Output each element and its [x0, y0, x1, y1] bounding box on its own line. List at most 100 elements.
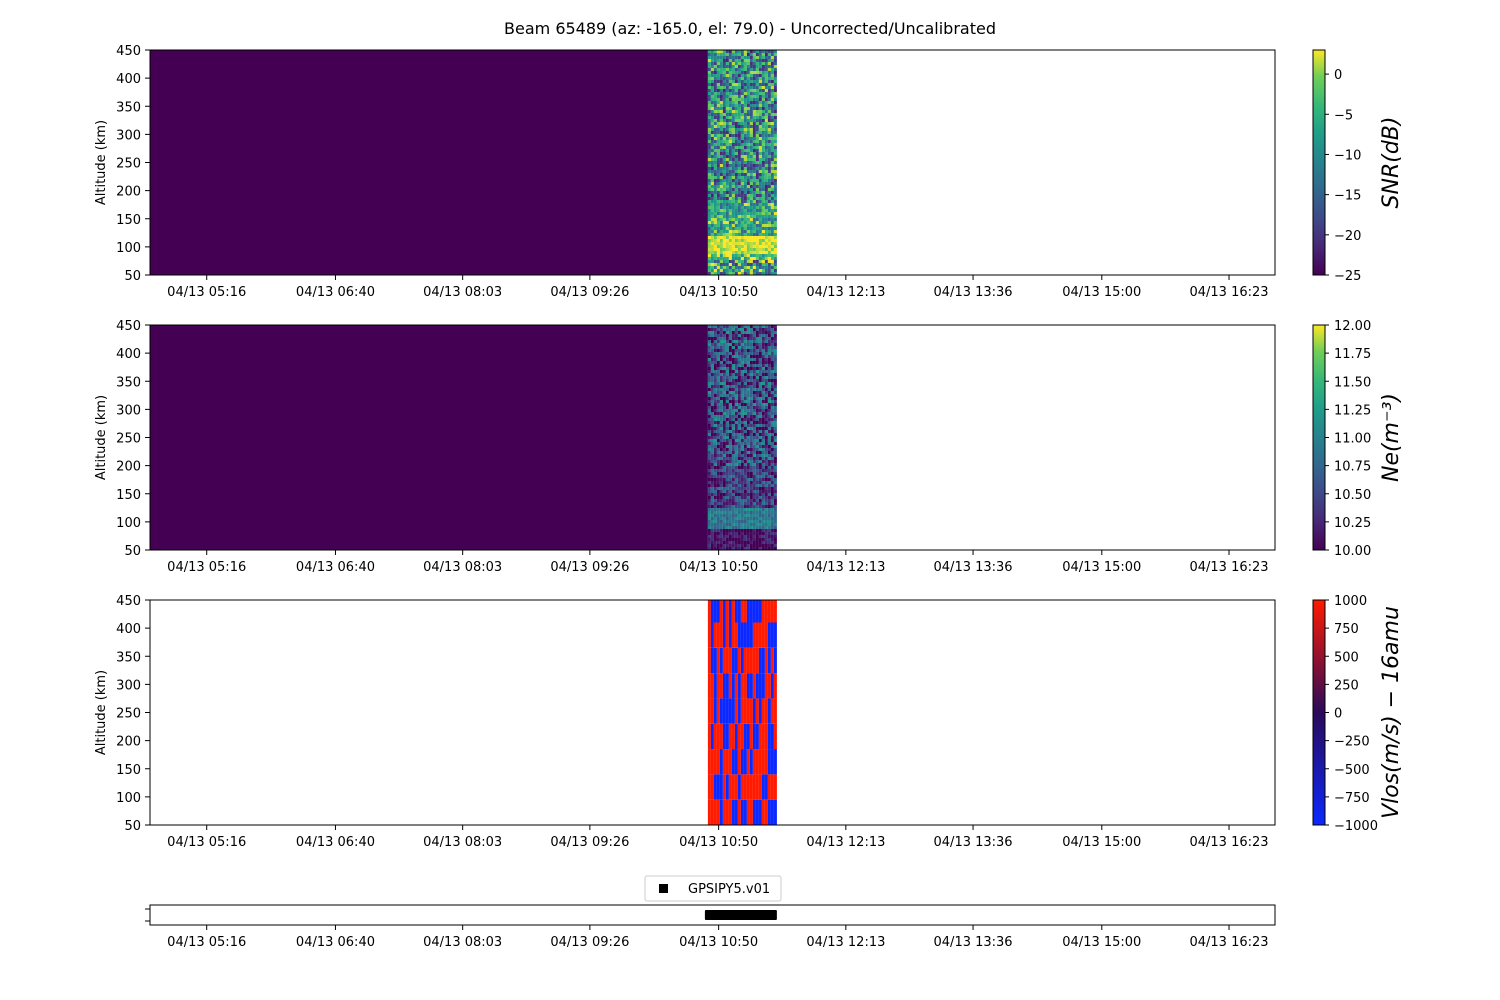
heatmap-cell — [755, 466, 759, 469]
heatmap-cell — [737, 466, 741, 469]
heatmap-cell — [743, 236, 747, 239]
heatmap-cell — [758, 221, 762, 224]
heatmap-cell — [743, 101, 747, 104]
heatmap-cell — [773, 158, 777, 161]
heatmap-cell — [713, 197, 717, 200]
heatmap-cell — [728, 469, 732, 472]
heatmap-cell — [722, 544, 726, 547]
heatmap-cell — [746, 89, 750, 92]
heatmap-cell — [710, 430, 714, 433]
heatmap-cell — [713, 487, 717, 490]
heatmap-cell — [722, 50, 726, 53]
heatmap-cell — [740, 125, 744, 128]
heatmap-cell — [749, 448, 753, 451]
heatmap-cell — [746, 698, 750, 724]
heatmap-cell — [767, 484, 771, 487]
heatmap-cell — [740, 242, 744, 245]
heatmap-cell — [767, 409, 771, 412]
heatmap-cell — [716, 424, 720, 427]
heatmap-cell — [773, 125, 777, 128]
heatmap-cell — [761, 463, 765, 466]
heatmap-cell — [758, 472, 762, 475]
heatmap-cell — [716, 248, 720, 251]
heatmap-cell — [749, 110, 753, 113]
heatmap-cell — [767, 86, 771, 89]
heatmap-cell — [755, 206, 759, 209]
heatmap-cell — [725, 388, 729, 391]
heatmap-cell — [758, 53, 762, 56]
heatmap-cell — [722, 673, 726, 699]
heatmap-cell — [746, 236, 750, 239]
heatmap-cell — [767, 128, 771, 131]
heatmap-cell — [752, 442, 756, 445]
heatmap-cell — [713, 77, 717, 80]
heatmap-cell — [713, 134, 717, 137]
heatmap-cell — [719, 496, 723, 499]
heatmap-cell — [764, 526, 768, 529]
colorbar-tick-label: 1000 — [1334, 594, 1367, 609]
heatmap-cell — [773, 352, 777, 355]
heatmap-cell — [713, 514, 717, 517]
heatmap-cell — [719, 394, 723, 397]
heatmap-cell — [746, 125, 750, 128]
heatmap-cell — [767, 385, 771, 388]
heatmap-cell — [749, 337, 753, 340]
heatmap-cell — [728, 194, 732, 197]
heatmap-cell — [719, 59, 723, 62]
heatmap-cell — [773, 433, 777, 436]
heatmap-cell — [773, 478, 777, 481]
heatmap-cell — [722, 272, 726, 275]
heatmap-cell — [740, 463, 744, 466]
x-tick-label: 04/13 08:03 — [423, 560, 502, 575]
heatmap-cell — [731, 149, 735, 152]
heatmap-cell — [764, 388, 768, 391]
heatmap-cell — [767, 200, 771, 203]
heatmap-cell — [731, 269, 735, 272]
heatmap-cell — [713, 406, 717, 409]
heatmap-cell — [758, 203, 762, 206]
heatmap-cell — [740, 158, 744, 161]
heatmap-cell — [731, 774, 735, 800]
heatmap-cell — [746, 188, 750, 191]
heatmap-cell — [713, 541, 717, 544]
heatmap-cell — [731, 433, 735, 436]
heatmap-cell — [707, 242, 711, 245]
heatmap-cell — [716, 266, 720, 269]
heatmap-cell — [773, 373, 777, 376]
heatmap-cell — [722, 469, 726, 472]
heatmap-cell — [731, 194, 735, 197]
heatmap-cell — [728, 490, 732, 493]
heatmap-cell — [752, 188, 756, 191]
heatmap-cell — [725, 508, 729, 511]
heatmap-cell — [749, 406, 753, 409]
heatmap-cell — [710, 415, 714, 418]
heatmap-cell — [722, 346, 726, 349]
heatmap-cell — [713, 484, 717, 487]
heatmap-cell — [773, 260, 777, 263]
heatmap-cell — [713, 95, 717, 98]
heatmap-cell — [725, 379, 729, 382]
heatmap-cell — [770, 457, 774, 460]
heatmap-cell — [764, 481, 768, 484]
heatmap-cell — [722, 167, 726, 170]
heatmap-cell — [749, 65, 753, 68]
heatmap-cell — [707, 352, 711, 355]
heatmap-cell — [737, 490, 741, 493]
heatmap-cell — [752, 343, 756, 346]
heatmap-cell — [728, 547, 732, 550]
heatmap-cell — [716, 403, 720, 406]
heatmap-cell — [755, 86, 759, 89]
heatmap-cell — [710, 463, 714, 466]
heatmap-cell — [737, 343, 741, 346]
heatmap-cell — [710, 487, 714, 490]
heatmap-cell — [719, 182, 723, 185]
heatmap-cell — [758, 245, 762, 248]
heatmap-cell — [746, 799, 750, 825]
heatmap-cell — [770, 227, 774, 230]
heatmap-cell — [755, 367, 759, 370]
heatmap-cell — [764, 403, 768, 406]
heatmap-cell — [743, 673, 747, 699]
heatmap-cell — [746, 445, 750, 448]
heatmap-cell — [743, 460, 747, 463]
heatmap-cell — [725, 600, 729, 623]
